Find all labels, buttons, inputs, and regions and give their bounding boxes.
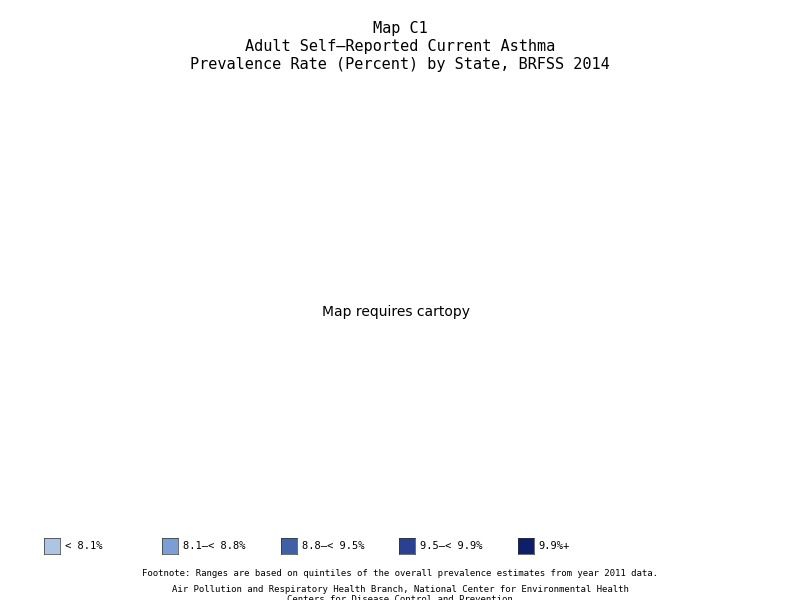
- Text: 8.8–< 9.5%: 8.8–< 9.5%: [302, 541, 364, 551]
- Text: Adult Self–Reported Current Asthma: Adult Self–Reported Current Asthma: [245, 39, 555, 54]
- Text: Footnote: Ranges are based on quintiles of the overall prevalence estimates from: Footnote: Ranges are based on quintiles …: [142, 569, 658, 578]
- Text: 8.1–< 8.8%: 8.1–< 8.8%: [183, 541, 246, 551]
- Text: Map C1: Map C1: [373, 21, 427, 36]
- Text: Map requires cartopy: Map requires cartopy: [322, 305, 470, 319]
- Text: Air Pollution and Respiratory Health Branch, National Center for Environmental H: Air Pollution and Respiratory Health Bra…: [171, 585, 629, 600]
- Text: < 8.1%: < 8.1%: [65, 541, 102, 551]
- Text: 9.5–< 9.9%: 9.5–< 9.9%: [420, 541, 482, 551]
- Text: Prevalence Rate (Percent) by State, BRFSS 2014: Prevalence Rate (Percent) by State, BRFS…: [190, 57, 610, 72]
- Text: 9.9%+: 9.9%+: [538, 541, 570, 551]
